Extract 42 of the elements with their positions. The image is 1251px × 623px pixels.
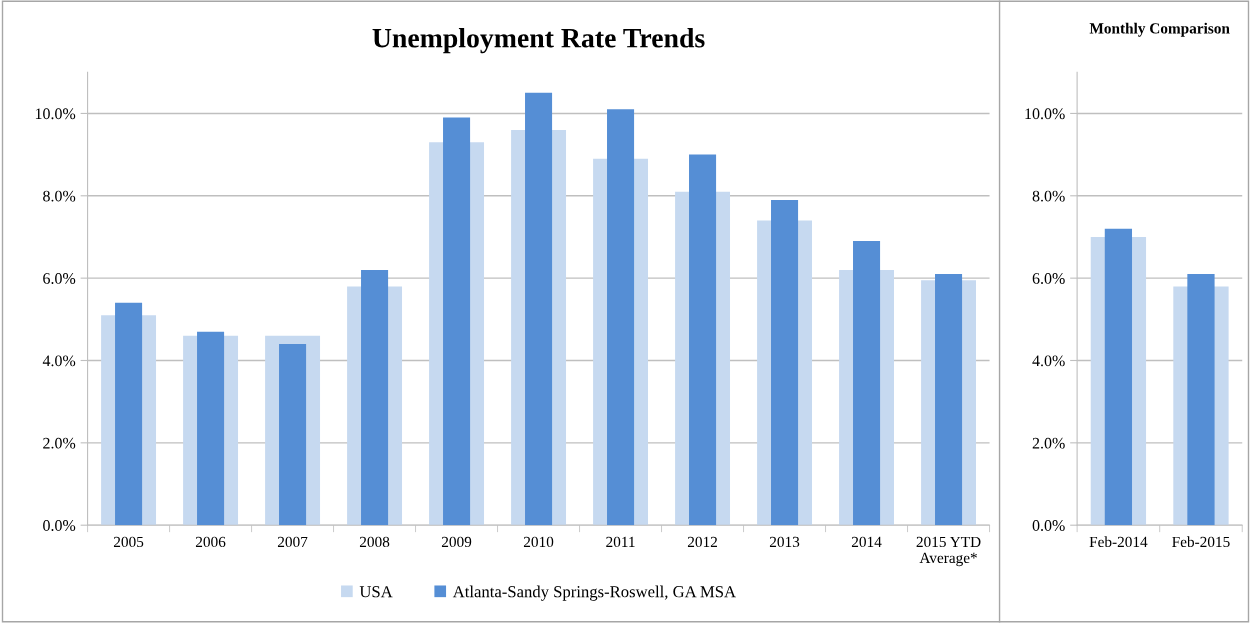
chart-title: Monthly Comparison [1089,22,1230,37]
x-tick-label: 2007 [277,536,308,548]
y-tick-label: 10.0% [35,108,76,120]
x-tick-label: 2011 [606,536,635,548]
x-tick-label: Feb-2015 [1172,536,1230,548]
chart-title: Unemployment Rate Trends [372,27,705,54]
x-tick-label: 2010 [523,536,554,548]
legend-label: Atlanta-Sandy Springs-Roswell, GA MSA [452,585,736,601]
y-tick-label: 4.0% [1032,355,1065,367]
x-tick-label: 2008 [359,536,390,548]
y-tick-label: 6.0% [1032,273,1065,284]
bar [689,154,717,526]
bar [935,274,963,526]
y-tick-label: 10.0% [1025,108,1065,120]
bar [279,344,307,526]
bar [1104,228,1133,526]
y-tick-label: 2.0% [43,437,76,449]
x-tick-label: Feb-2014 [1089,536,1148,548]
bar [443,117,471,526]
bar [361,269,389,526]
x-tick-label: 2015 YTD Average* [916,536,981,567]
bar [607,109,635,526]
x-tick-label: 2006 [195,536,226,548]
y-tick-label: 0.0% [43,520,76,531]
x-tick-label: 2009 [441,536,472,548]
bar [115,302,143,526]
y-tick-label: 6.0% [43,273,76,284]
legend-label: USA [359,586,393,598]
bar [197,331,225,526]
y-tick-label: 8.0% [43,190,76,202]
x-tick-label: 2005 [113,536,144,548]
bar [1187,274,1215,526]
bar [525,92,553,526]
bar [771,199,799,526]
y-tick-label: 0.0% [1032,520,1065,531]
x-tick-label: 2012 [687,536,717,548]
y-tick-label: 4.0% [42,355,76,367]
x-tick-label: 2013 [769,536,800,548]
x-tick-label: 2014 [851,536,882,548]
bar [853,241,881,526]
y-tick-label: 8.0% [1032,190,1065,202]
y-tick-label: 2.0% [1032,437,1065,449]
